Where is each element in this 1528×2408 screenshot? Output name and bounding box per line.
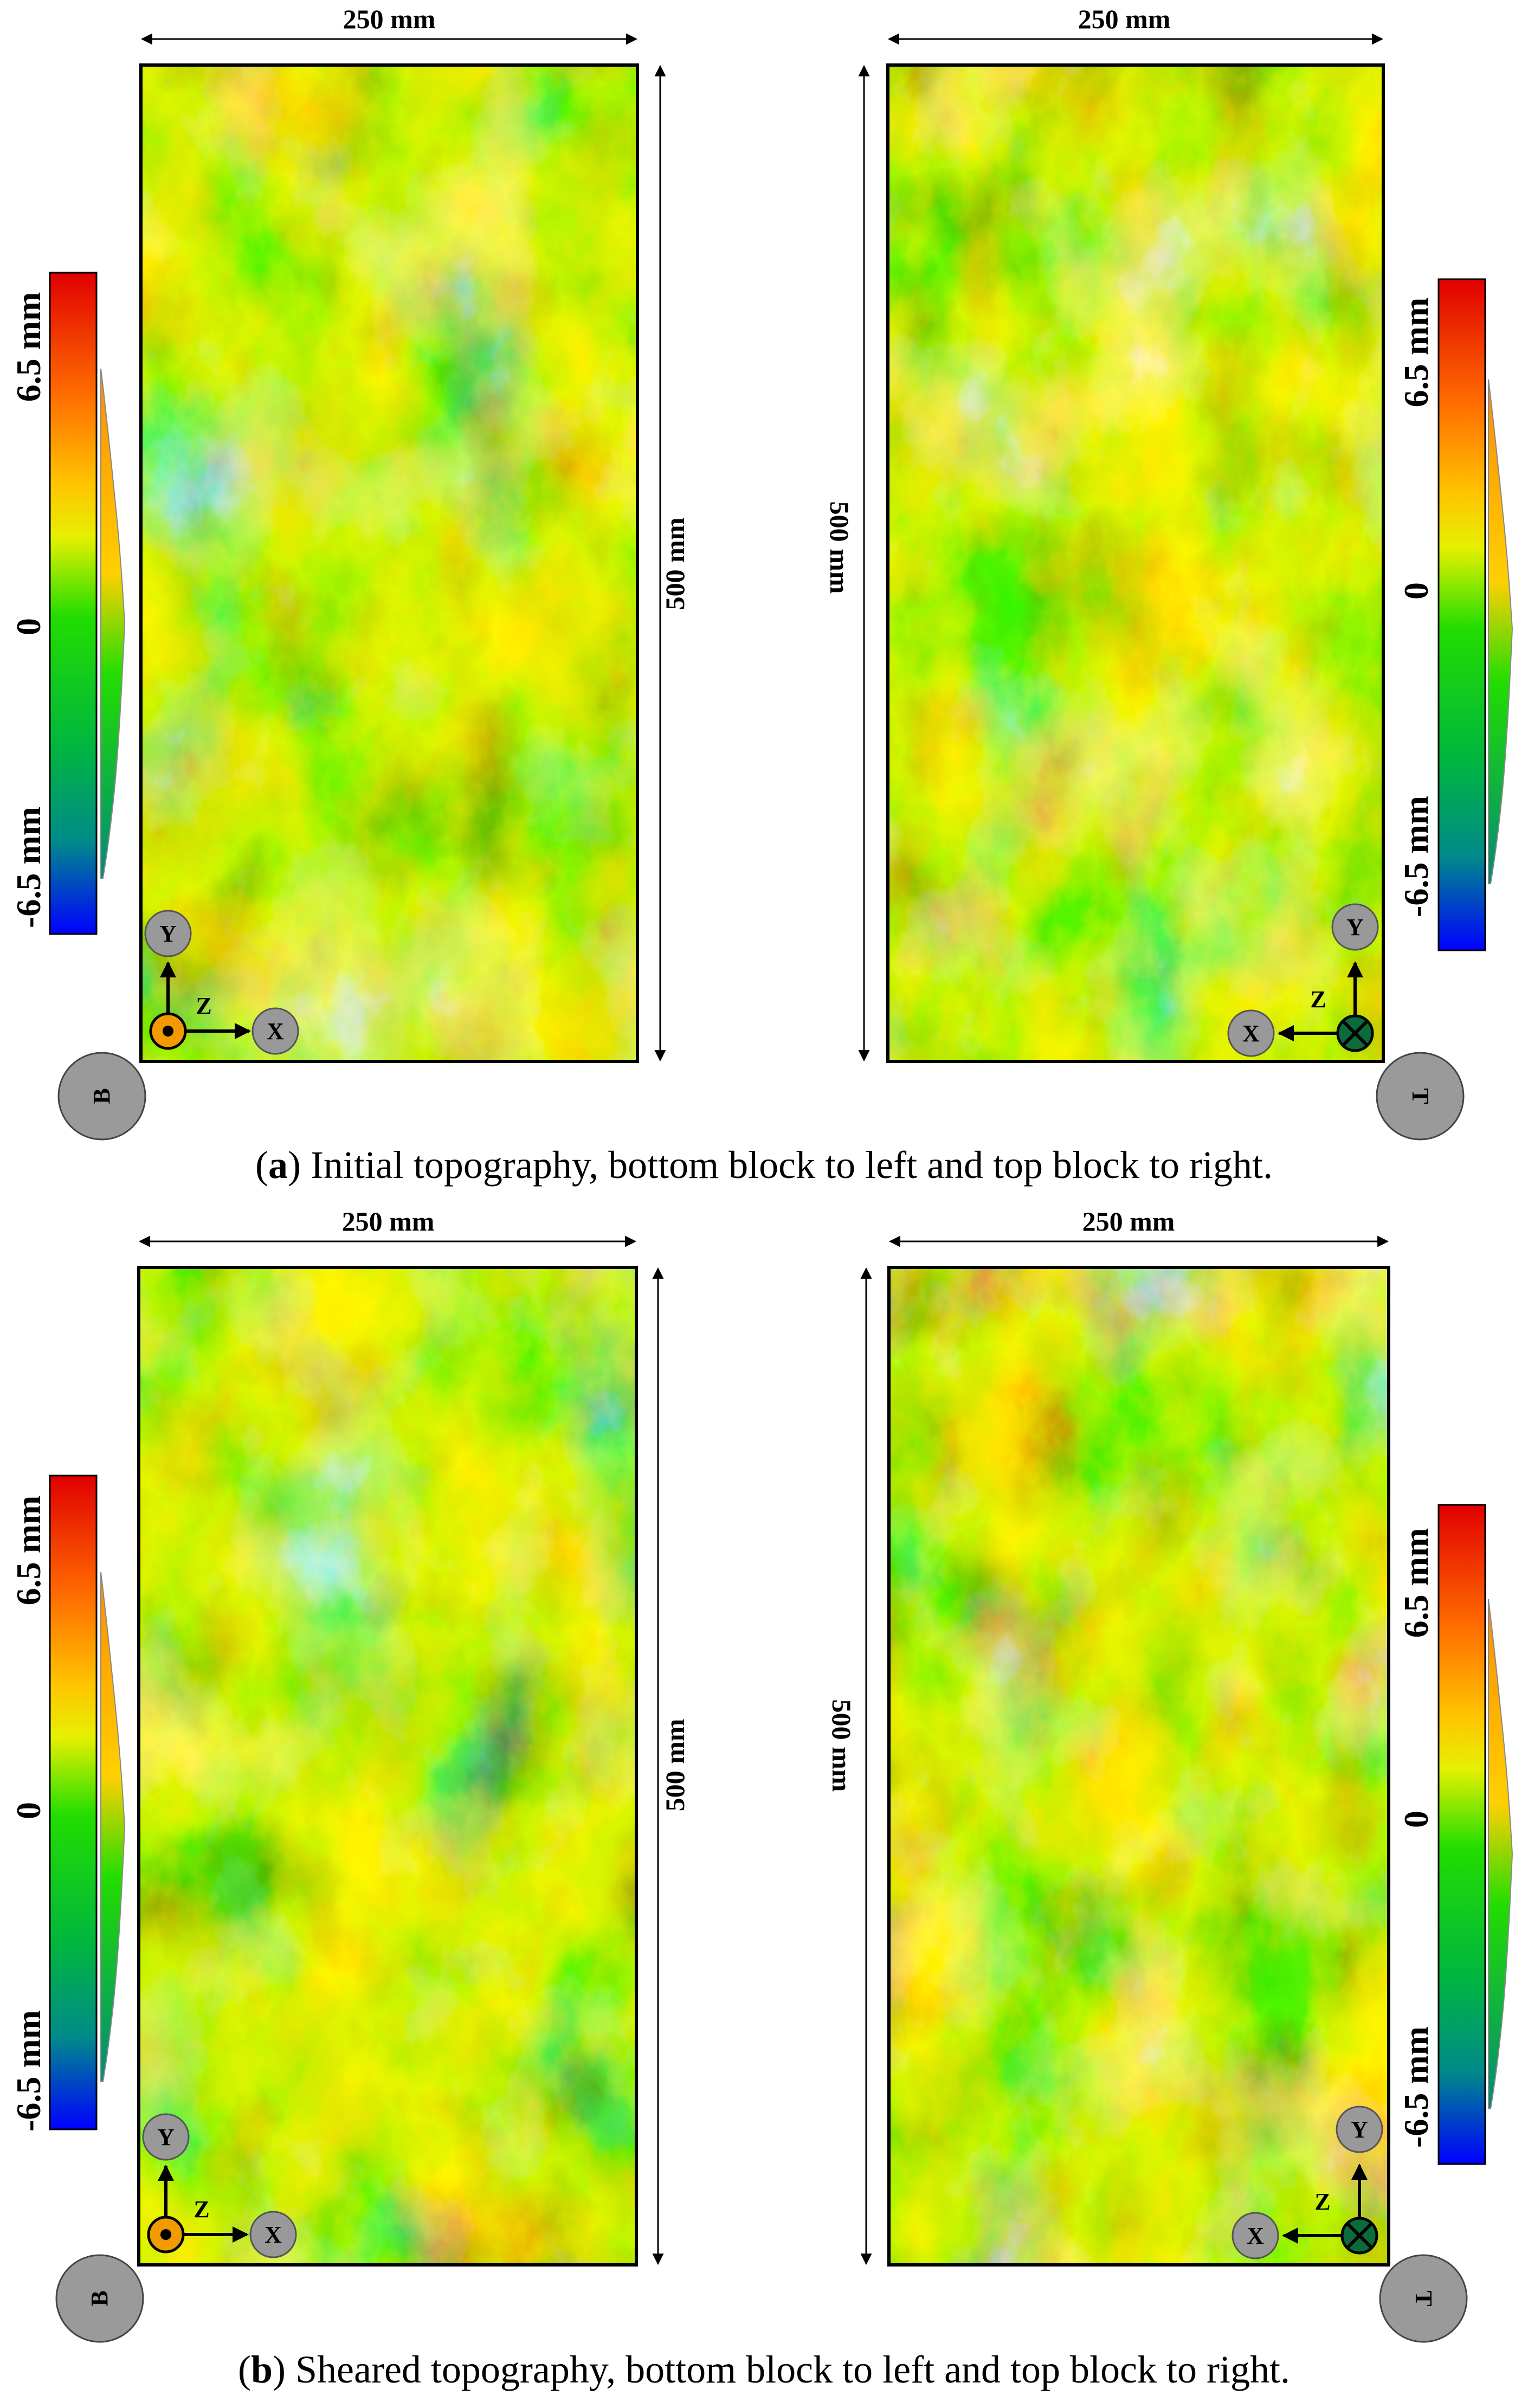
svg-text:6.5 mm: 6.5 mm	[1397, 1528, 1435, 1638]
axis-triad-a-right: Y X Z	[1227, 903, 1379, 1057]
svg-text:B: B	[88, 1088, 115, 1104]
panel-b: 250 mm 500 mm 6.5 mm 0 -6.5 mm Y X Z B	[9, 1206, 1513, 2343]
svg-text:Z: Z	[196, 993, 211, 1019]
svg-text:500 mm: 500 mm	[824, 501, 855, 594]
svg-text:250 mm: 250 mm	[1082, 1206, 1175, 1237]
svg-text:Z: Z	[194, 2196, 209, 2223]
bottom-block-badge-a: B	[57, 1052, 146, 1141]
svg-text:500 mm: 500 mm	[827, 1699, 857, 1792]
svg-text:-6.5 mm: -6.5 mm	[1397, 796, 1435, 917]
svg-text:Z: Z	[1310, 986, 1326, 1013]
svg-text:500 mm: 500 mm	[660, 1719, 690, 1812]
caption-b-label: b	[250, 2348, 273, 2391]
color-bar-a-left: 6.5 mm 0 -6.5 mm	[9, 272, 126, 935]
svg-text:X: X	[265, 2222, 282, 2248]
top-block-badge-a: T	[1376, 1052, 1465, 1141]
caption-a: (a) Initial topography, bottom block to …	[255, 1143, 1273, 1187]
svg-text:Y: Y	[1346, 914, 1364, 941]
svg-text:B: B	[86, 2290, 113, 2306]
top-block-badge-b: T	[1379, 2254, 1468, 2343]
svg-text:Y: Y	[1351, 2116, 1368, 2143]
top-block-map-a	[886, 63, 1385, 1063]
caption-b: (b) Sheared topography, bottom block to …	[238, 2348, 1290, 2391]
scale-min-label: -6.5 mm	[9, 807, 48, 928]
x-axis-badge	[252, 1007, 299, 1055]
svg-text:T: T	[1410, 2290, 1437, 2306]
caption-b-text: Sheared topography, bottom block to left…	[295, 2348, 1290, 2391]
bottom-block-map-a	[139, 63, 639, 1063]
length-label: 500 mm	[660, 518, 690, 610]
scale-mid-label: 0	[9, 618, 48, 635]
svg-text:-6.5 mm: -6.5 mm	[1397, 2026, 1435, 2148]
svg-text:250 mm: 250 mm	[342, 1206, 435, 1237]
width-label: 250 mm	[343, 4, 436, 34]
svg-text:Y: Y	[157, 2124, 175, 2151]
width-dimension-b-right: 250 mm	[888, 1206, 1389, 1247]
color-bar-b-right: 6.5 mm 0 -6.5 mm	[1397, 1504, 1513, 2165]
color-bar-a-right: 6.5 mm 0 -6.5 mm	[1397, 278, 1513, 951]
svg-text:X: X	[1247, 2223, 1264, 2249]
svg-text:Z: Z	[1314, 2188, 1330, 2215]
width-dimension-b-left: 250 mm	[138, 1206, 637, 1247]
svg-text:X: X	[267, 1018, 284, 1045]
svg-text:Y: Y	[159, 920, 177, 947]
length-dimension-a-right: 500 mm	[824, 65, 870, 1062]
svg-text:0: 0	[9, 1802, 48, 1819]
svg-text:-6.5 mm: -6.5 mm	[9, 2010, 48, 2132]
bottom-block-badge-b: B	[55, 2254, 144, 2343]
length-dimension-a-left: 500 mm	[654, 65, 690, 1062]
width-dimension-a-right: 250 mm	[887, 4, 1384, 45]
axis-triad-b-left: Y X Z	[142, 2113, 297, 2258]
svg-text:250 mm: 250 mm	[1078, 4, 1171, 34]
width-dimension-a-left: 250 mm	[140, 4, 638, 45]
scale-max-label: 6.5 mm	[9, 292, 48, 402]
caption-a-text: Initial topography, bottom block to left…	[310, 1143, 1273, 1187]
top-block-map-b	[887, 1266, 1390, 2267]
caption-a-label: a	[268, 1143, 288, 1187]
length-dimension-b-right: 500 mm	[827, 1267, 872, 2265]
panel-a: 250 mm 500 mm 6.5 mm 0 -6.5 mm Y X Z	[9, 4, 1513, 1141]
svg-text:0: 0	[1397, 1811, 1435, 1828]
svg-text:6.5 mm: 6.5 mm	[1397, 298, 1435, 408]
bottom-block-map-b	[137, 1266, 638, 2267]
y-axis-badge	[144, 910, 192, 957]
svg-text:T: T	[1407, 1088, 1434, 1104]
svg-text:6.5 mm: 6.5 mm	[9, 1496, 48, 1606]
length-dimension-b-left: 500 mm	[652, 1267, 690, 2265]
color-bar-b-left: 6.5 mm 0 -6.5 mm	[9, 1475, 126, 2132]
axis-triad-b-right: Y X Z	[1232, 2106, 1383, 2259]
svg-text:0: 0	[1397, 582, 1435, 600]
svg-text:X: X	[1242, 1020, 1260, 1047]
axis-triad-a-left: Y X Z	[144, 910, 299, 1055]
